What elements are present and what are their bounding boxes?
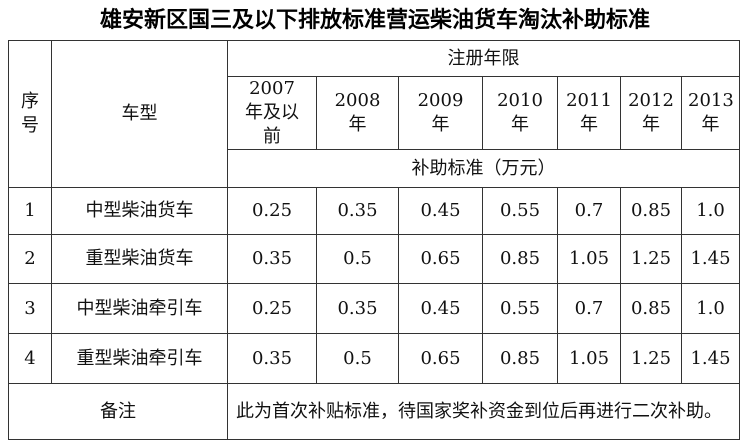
- header-year-2013: 2013 年: [680, 76, 741, 150]
- header-year-2007: 2007 年及以前: [227, 76, 317, 150]
- row-value: 1.05: [557, 333, 621, 384]
- header-year-2008: 2008 年: [316, 76, 399, 150]
- header-year-2012: 2012 年: [620, 76, 682, 150]
- header-year-2010: 2010 年: [482, 76, 558, 150]
- row-index: 1: [8, 187, 52, 235]
- header-year-2011: 2011 年: [557, 76, 621, 150]
- row-index: 4: [8, 333, 52, 384]
- row-value: 0.65: [398, 333, 483, 384]
- row-value: 0.35: [316, 187, 399, 235]
- row-value: 0.85: [482, 234, 558, 284]
- row-value: 1.0: [680, 187, 741, 235]
- row-value: 0.25: [227, 187, 317, 235]
- row-vehicle-type: 中型柴油牵引车: [51, 283, 228, 334]
- remark-label: 备注: [8, 383, 228, 440]
- row-value: 0.7: [557, 283, 621, 334]
- row-value: 0.35: [227, 333, 317, 384]
- row-value: 1.0: [680, 283, 741, 334]
- row-value: 0.5: [316, 234, 399, 284]
- header-year-2009: 2009 年: [398, 76, 483, 150]
- row-value: 1.05: [557, 234, 621, 284]
- row-value: 0.55: [482, 283, 558, 334]
- row-vehicle-type: 重型柴油货车: [51, 234, 228, 284]
- row-value: 1.45: [680, 333, 741, 384]
- row-value: 1.45: [680, 234, 741, 284]
- document-title: 雄安新区国三及以下排放标准营运柴油货车淘汰补助标准: [99, 8, 650, 33]
- table-row: 3 中型柴油牵引车 0.25 0.35 0.45 0.55 0.7 0.85 1…: [8, 283, 741, 334]
- row-value: 0.25: [227, 283, 317, 334]
- row-value: 1.25: [620, 333, 682, 384]
- row-value: 0.85: [482, 333, 558, 384]
- subsidy-table: 序号 车型 注册年限 2007 年及以前 2008 年 2009 年 2010 …: [8, 40, 741, 440]
- header-registration-years: 注册年限: [226, 40, 741, 77]
- row-value: 0.45: [398, 283, 483, 334]
- row-value: 0.55: [482, 187, 558, 235]
- row-value: 0.85: [620, 187, 682, 235]
- row-value: 1.25: [620, 234, 682, 284]
- row-value: 0.5: [316, 333, 399, 384]
- row-value: 0.65: [398, 234, 483, 284]
- row-value: 0.7: [557, 187, 621, 235]
- row-value: 0.35: [316, 283, 399, 334]
- header-subsidy: 补助标准（万元）: [226, 149, 741, 188]
- table-row: 4 重型柴油牵引车 0.35 0.5 0.65 0.85 1.05 1.25 1…: [8, 333, 741, 384]
- row-index: 2: [8, 234, 52, 284]
- row-value: 0.85: [620, 283, 682, 334]
- row-value: 0.35: [227, 234, 317, 284]
- header-vehicle-type: 车型: [51, 40, 228, 188]
- row-vehicle-type: 中型柴油货车: [51, 187, 228, 235]
- table-row: 2 重型柴油货车 0.35 0.5 0.65 0.85 1.05 1.25 1.…: [8, 234, 741, 284]
- table-row: 1 中型柴油货车 0.25 0.35 0.45 0.55 0.7 0.85 1.…: [8, 187, 741, 235]
- remark-text: 此为首次补贴标准，待国家奖补资金到位后再进行二次补助。: [226, 383, 741, 440]
- row-index: 3: [8, 283, 52, 334]
- row-value: 0.45: [398, 187, 483, 235]
- row-vehicle-type: 重型柴油牵引车: [51, 333, 228, 384]
- header-index: 序号: [8, 40, 52, 188]
